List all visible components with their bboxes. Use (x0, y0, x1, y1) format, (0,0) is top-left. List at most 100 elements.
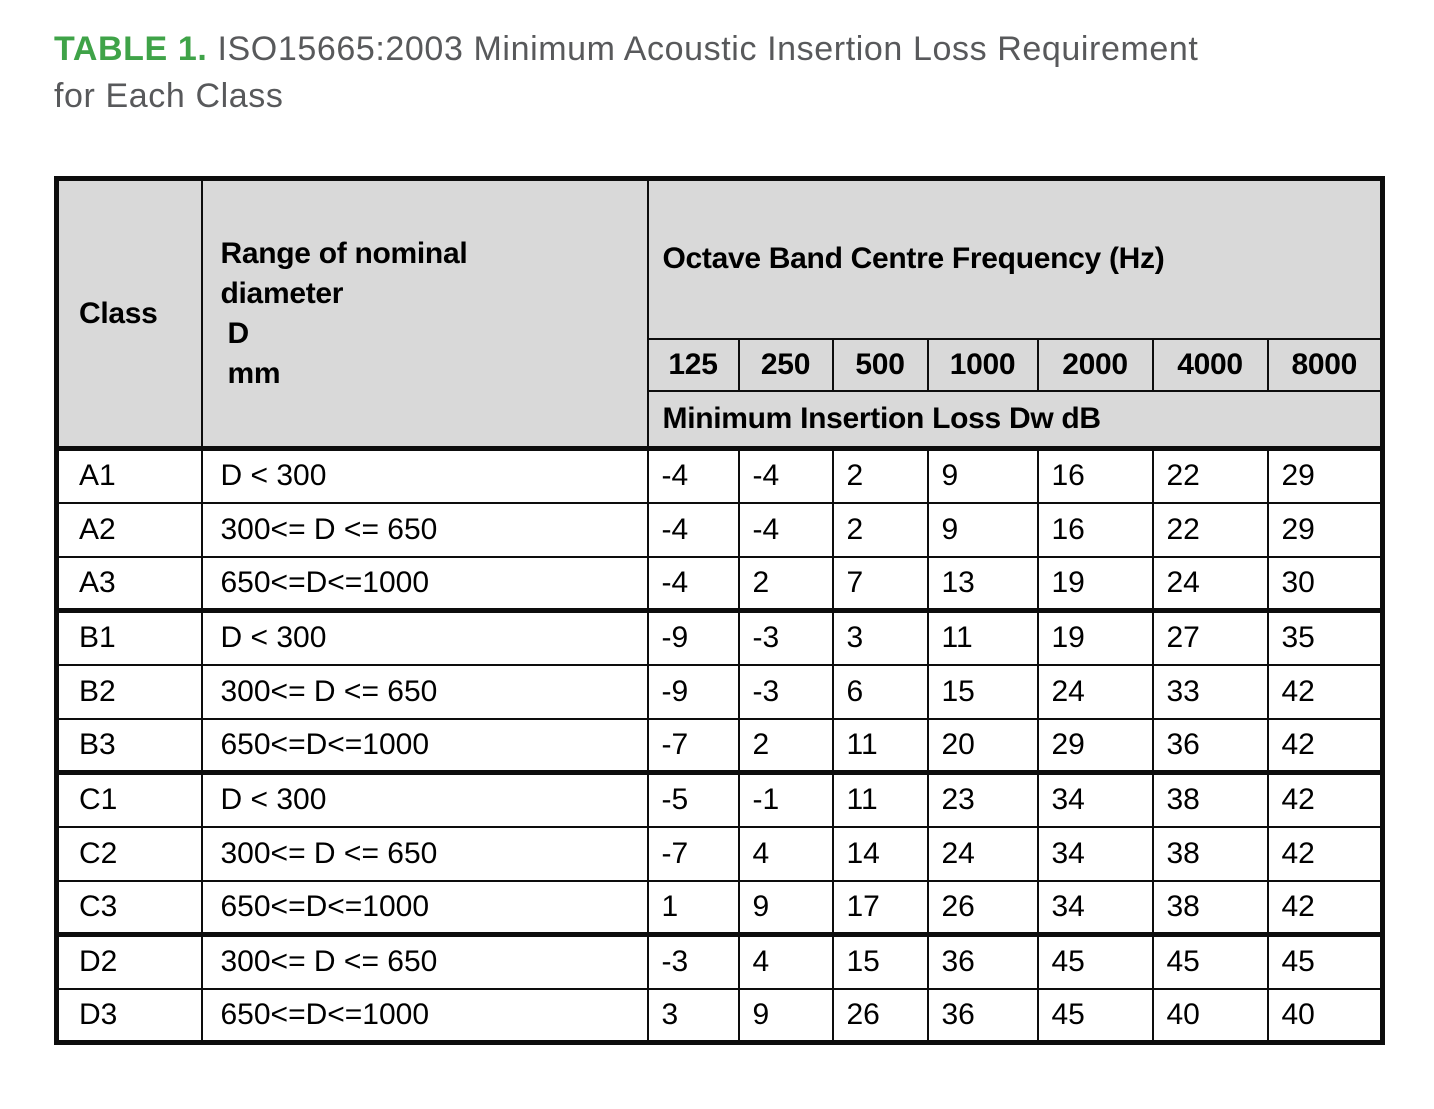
table-row: B1 D < 300 -9 -3 3 11 19 27 35 (55, 608, 1384, 666)
value-cell: 26 (926, 879, 1039, 936)
class-cell: B2 (55, 663, 203, 720)
value-cell: 24 (926, 825, 1039, 882)
value-cell: 26 (831, 987, 929, 1044)
table-row: D3 650<=D<=1000 3 9 26 36 45 40 40 (55, 987, 1384, 1044)
value-cell: 23 (926, 770, 1039, 828)
value-cell: 7 (831, 555, 929, 612)
table-row: B2 300<= D <= 650 -9 -3 6 15 24 33 42 (55, 663, 1384, 720)
value-cell: 40 (1266, 987, 1384, 1044)
table-row: C1 D < 300 -5 -1 11 23 34 38 42 (55, 770, 1384, 828)
class-header-cell: Class (55, 177, 203, 450)
value-cell: 14 (831, 825, 929, 882)
value-cell: 1 (646, 879, 740, 936)
class-cell: A1 (55, 446, 203, 504)
value-cell: -4 (646, 501, 740, 558)
value-cell: -1 (737, 770, 834, 828)
value-cell: 2 (737, 717, 834, 774)
value-cell: 11 (926, 608, 1039, 666)
value-cell: -9 (646, 608, 740, 666)
range-header-cell: Range of nominal diameter D mm (200, 177, 649, 450)
value-cell: 38 (1151, 770, 1269, 828)
value-cell: 9 (926, 446, 1039, 504)
value-cell: 27 (1151, 608, 1269, 666)
freq-header-cell: 125 (646, 337, 740, 392)
range-cell: 300<= D <= 650 (200, 825, 649, 882)
class-cell: C2 (55, 825, 203, 882)
range-cell: 300<= D <= 650 (200, 663, 649, 720)
value-cell: 19 (1036, 608, 1154, 666)
value-cell: 2 (831, 446, 929, 504)
range-cell: 650<=D<=1000 (200, 717, 649, 774)
class-cell: C3 (55, 879, 203, 936)
freq-header-cell: 2000 (1036, 337, 1154, 392)
table-row: C3 650<=D<=1000 1 9 17 26 34 38 42 (55, 879, 1384, 936)
value-cell: 29 (1266, 501, 1384, 558)
value-cell: 38 (1151, 879, 1269, 936)
value-cell: 38 (1151, 825, 1269, 882)
value-cell: 9 (737, 879, 834, 936)
value-cell: 24 (1036, 663, 1154, 720)
value-cell: -7 (646, 825, 740, 882)
table-caption: TABLE 1. ISO15665:2003 Minimum Acoustic … (54, 26, 1224, 120)
freq-header-cell: 8000 (1266, 337, 1384, 392)
value-cell: 42 (1266, 825, 1384, 882)
table-caption-text: ISO15665:2003 Minimum Acoustic Insertion… (54, 30, 1199, 115)
table-row: A1 D < 300 -4 -4 2 9 16 22 29 (55, 446, 1384, 504)
value-cell: 9 (737, 987, 834, 1044)
value-cell: 9 (926, 501, 1039, 558)
class-cell: D3 (55, 987, 203, 1044)
value-cell: -9 (646, 663, 740, 720)
range-cell: 650<=D<=1000 (200, 987, 649, 1044)
value-cell: 4 (737, 932, 834, 990)
value-cell: 16 (1036, 446, 1154, 504)
range-header-line: D (227, 316, 250, 350)
value-cell: 24 (1151, 555, 1269, 612)
freq-header-cell: 250 (737, 337, 834, 392)
value-cell: 42 (1266, 770, 1384, 828)
table-row: A3 650<=D<=1000 -4 2 7 13 19 24 30 (55, 555, 1384, 612)
freq-header-cell: 4000 (1151, 337, 1269, 392)
value-cell: 45 (1151, 932, 1269, 990)
range-header-line: mm (227, 356, 281, 390)
insertion-loss-table: Class Range of nominal diameter D mm Oct… (54, 176, 1386, 1045)
value-cell: 6 (831, 663, 929, 720)
value-cell: 13 (926, 555, 1039, 612)
value-cell: 3 (831, 608, 929, 666)
value-cell: -3 (737, 608, 834, 666)
value-cell: -4 (646, 555, 740, 612)
class-cell: C1 (55, 770, 203, 828)
header-row-minloss: Minimum Insertion Loss Dw dB (57, 389, 1384, 450)
octave-band-header-cell: Octave Band Centre Frequency (Hz) (646, 177, 1384, 340)
value-cell: 34 (1036, 879, 1154, 936)
value-cell: 30 (1266, 555, 1384, 612)
value-cell: 11 (831, 770, 929, 828)
value-cell: 45 (1036, 987, 1154, 1044)
value-cell: 42 (1266, 717, 1384, 774)
value-cell: 16 (1036, 501, 1154, 558)
value-cell: 33 (1151, 663, 1269, 720)
value-cell: 34 (1036, 770, 1154, 828)
value-cell: 19 (1036, 555, 1154, 612)
range-cell: 650<=D<=1000 (200, 555, 649, 612)
range-header-line: Range of nominal (220, 236, 468, 270)
value-cell: 22 (1151, 501, 1269, 558)
table-row: D2 300<= D <= 650 -3 4 15 36 45 45 45 (55, 932, 1384, 990)
table-caption-label: TABLE 1. (54, 30, 208, 68)
table-row: C2 300<= D <= 650 -7 4 14 24 34 38 42 (55, 825, 1384, 882)
value-cell: 42 (1266, 879, 1384, 936)
class-cell: A3 (55, 555, 203, 612)
range-cell: 300<= D <= 650 (200, 501, 649, 558)
range-cell: D < 300 (200, 446, 649, 504)
value-cell: -7 (646, 717, 740, 774)
class-cell: D2 (55, 932, 203, 990)
value-cell: 20 (926, 717, 1039, 774)
freq-header-cell: 1000 (926, 337, 1039, 392)
freq-header-cell: 500 (831, 337, 929, 392)
class-cell: A2 (55, 501, 203, 558)
value-cell: -3 (737, 663, 834, 720)
table-row: B3 650<=D<=1000 -7 2 11 20 29 36 42 (55, 717, 1384, 774)
value-cell: 34 (1036, 825, 1154, 882)
value-cell: 36 (1151, 717, 1269, 774)
value-cell: 35 (1266, 608, 1384, 666)
value-cell: 45 (1036, 932, 1154, 990)
